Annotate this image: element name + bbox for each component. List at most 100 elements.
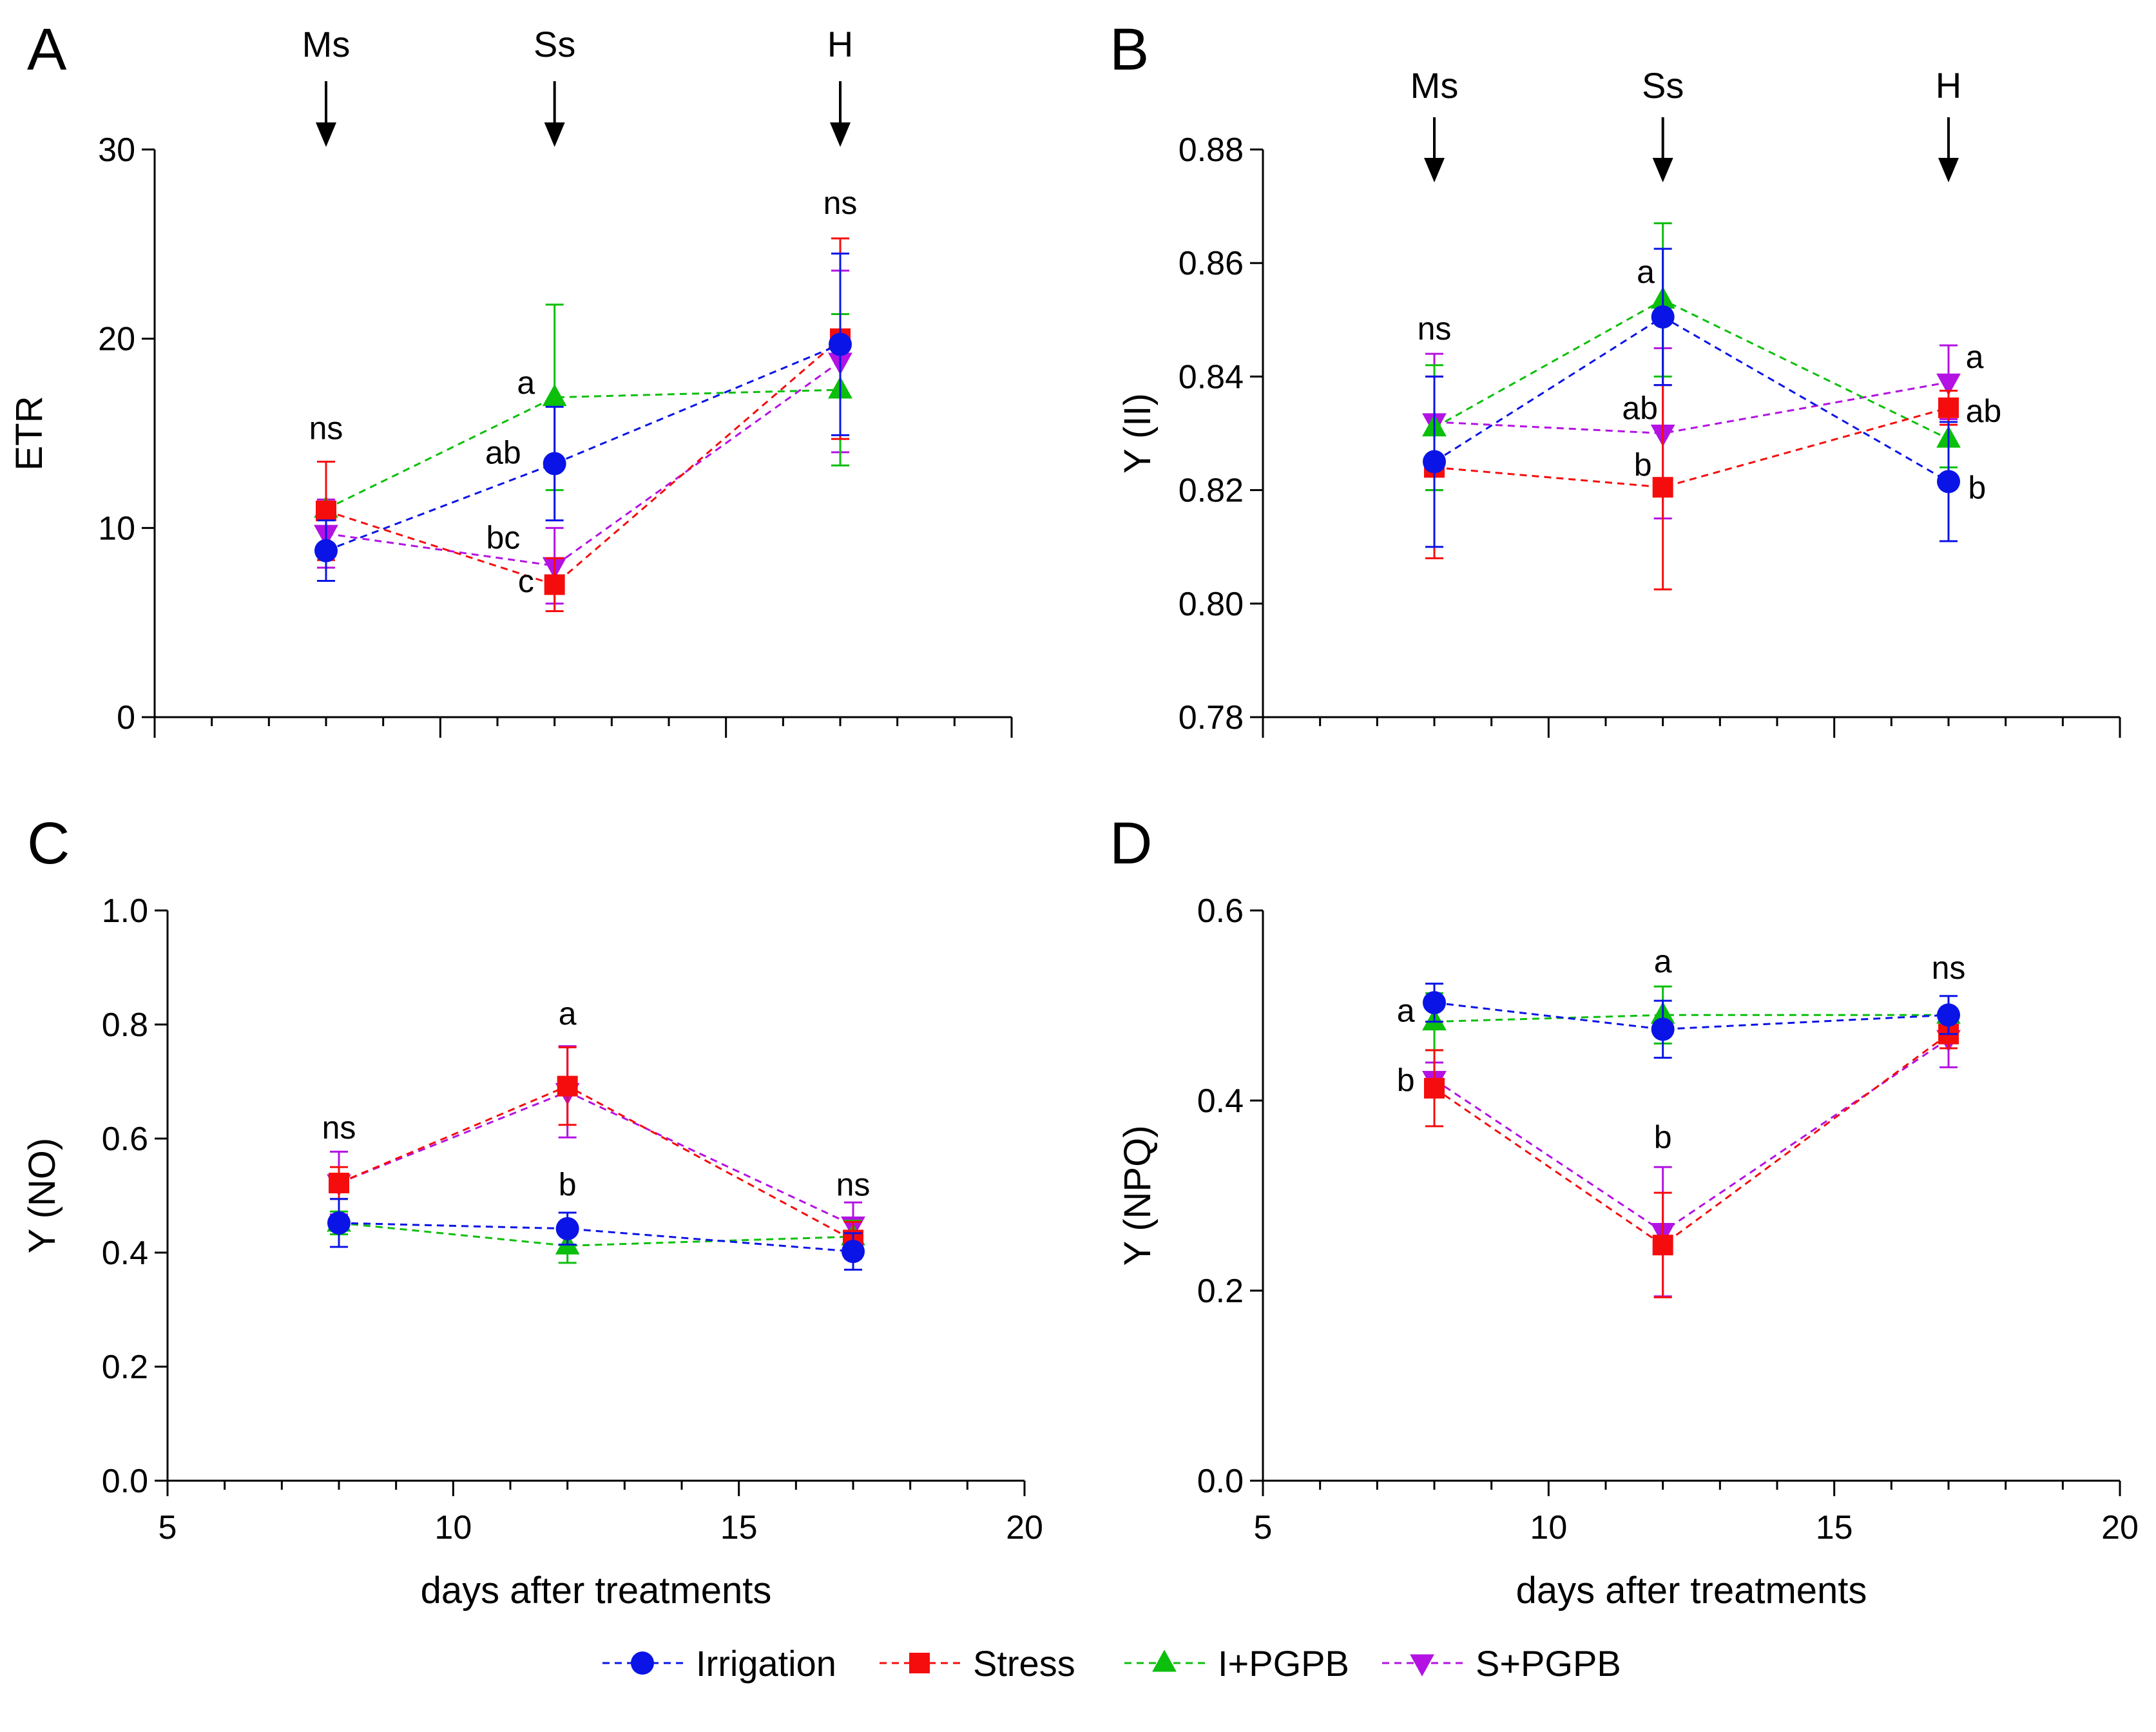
data-point [327, 1211, 351, 1235]
y-tick-label: 0.8 [102, 1006, 148, 1044]
legend-item-s-pgpb: S+PGPB [1382, 1643, 1621, 1684]
series-stress [1424, 375, 1959, 591]
x-tick-label: 20 [2101, 1509, 2139, 1546]
y-tick-label: 0.6 [1197, 892, 1244, 930]
data-point [1423, 450, 1446, 474]
significance-label: a [559, 996, 577, 1032]
significance-label: a [517, 365, 535, 401]
data-point [1937, 1003, 1960, 1027]
sampling-arrow-label: H [827, 24, 853, 64]
series-i-pgpb [1422, 222, 1961, 492]
series-irrigation [1423, 983, 1960, 1059]
legend-label: I+PGPB [1218, 1643, 1349, 1684]
data-point [1652, 1235, 1673, 1256]
significance-label: a [1637, 254, 1655, 290]
panel-letter: C [27, 811, 70, 876]
y-tick-label: 0.82 [1179, 472, 1244, 510]
series-line [1434, 381, 1949, 435]
legend-marker [909, 1653, 930, 1673]
series-i-pgpb [314, 303, 852, 557]
y-tick-label: 0.78 [1179, 699, 1244, 736]
series-i-pgpb [327, 1209, 865, 1264]
series-line [338, 1084, 854, 1241]
series-line [1434, 316, 1949, 483]
significance-label: ns [322, 1110, 356, 1146]
y-axis-title: Y (II) [1117, 393, 1159, 474]
x-tick-label: 10 [434, 1509, 472, 1546]
sampling-arrow-label: H [1936, 65, 1961, 106]
y-tick-label: 20 [98, 321, 135, 358]
y-tick-label: 0.88 [1179, 131, 1244, 169]
sampling-arrow-label: Ss [534, 24, 575, 64]
y-tick-label: 30 [98, 131, 135, 169]
legend: Irrigation Stress I+PGPB S+PGPB [602, 1643, 1621, 1684]
data-point [544, 574, 565, 595]
data-point [1651, 305, 1675, 329]
y-tick-label: 0.2 [1197, 1273, 1244, 1310]
significance-label: b [1397, 1062, 1415, 1098]
sampling-arrow-label: Ms [302, 24, 351, 64]
y-tick-label: 0.6 [102, 1121, 148, 1158]
significance-label: ab [1622, 390, 1658, 426]
data-point [543, 452, 566, 476]
significance-label: ab [1966, 393, 2002, 429]
series-line [325, 389, 841, 510]
data-point [1938, 397, 1959, 418]
x-tick-label: 5 [1254, 1509, 1273, 1546]
series-s-pgpb [327, 1045, 865, 1249]
series-stress [329, 1046, 863, 1260]
series-line [338, 1090, 854, 1226]
series-line [1434, 1037, 1949, 1233]
series-irrigation [327, 1198, 865, 1271]
chart-panel-d: D 0.0 0.2 0.4 0.6 Y (NPQ) 5 10 15 20 days after tr… [1110, 811, 2139, 1612]
series-line [1434, 298, 1949, 440]
sampling-arrow-head [1652, 158, 1673, 182]
significance-label: ns [309, 410, 343, 446]
significance-label: ns [836, 1167, 871, 1203]
y-axis-title: ETR [8, 396, 50, 471]
x-tick-label: 20 [1006, 1509, 1043, 1546]
data-point [329, 1173, 349, 1194]
data-point [1937, 470, 1960, 494]
significance-label: b [1654, 1119, 1672, 1155]
series-line [1434, 1001, 1949, 1030]
significance-label: a [1966, 339, 1984, 375]
y-tick-label: 0.0 [1197, 1463, 1244, 1500]
y-tick-label: 0.80 [1179, 586, 1244, 623]
x-axis-title: days after treatments [421, 1570, 772, 1612]
data-point [1424, 1077, 1445, 1099]
data-point [557, 1075, 578, 1097]
data-point [1651, 1017, 1675, 1041]
series-line [1434, 1033, 1949, 1247]
significance-label: ns [1418, 311, 1452, 347]
panel-letter: B [1110, 17, 1149, 82]
significance-label: b [1634, 447, 1652, 483]
significance-label: ns [823, 185, 858, 221]
series-line [338, 1222, 854, 1247]
sampling-arrow-head [1424, 158, 1445, 182]
y-tick-label: 0.4 [1197, 1082, 1244, 1120]
y-axis-title: Y (NPQ) [1117, 1125, 1159, 1265]
x-tick-label: 5 [159, 1509, 177, 1546]
sampling-arrow-label: Ms [1410, 65, 1459, 106]
legend-marker [1152, 1650, 1177, 1672]
chart-panel-a: A 0 10 20 30 ETR Ms Ss Hns a ab bc c ns [8, 17, 1013, 738]
x-tick-label: 15 [720, 1509, 758, 1546]
legend-marker [631, 1651, 654, 1675]
x-axis-title: days after treatments [1516, 1570, 1867, 1612]
y-tick-label: 10 [98, 510, 135, 547]
significance-label: ns [1932, 950, 1966, 986]
legend-item-i-pgpb: I+PGPB [1124, 1643, 1349, 1684]
panel-letter: D [1110, 811, 1152, 876]
significance-label: b [559, 1167, 577, 1203]
y-tick-label: 0.4 [102, 1235, 148, 1272]
legend-label: Irrigation [696, 1643, 836, 1684]
significance-label: ab [485, 434, 521, 470]
legend-label: Stress [973, 1643, 1075, 1684]
series-line [338, 1222, 854, 1253]
data-point [316, 500, 336, 521]
series-stress [316, 237, 851, 613]
series-stress [1424, 1019, 1959, 1298]
series-s-pgpb [1422, 1009, 1961, 1298]
